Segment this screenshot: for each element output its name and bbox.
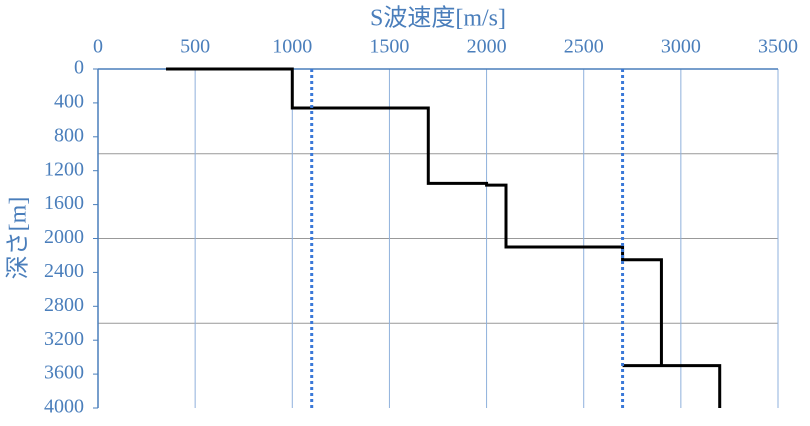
x-tick-label: 1500 bbox=[369, 36, 409, 58]
x-tick-label: 3500 bbox=[758, 36, 798, 58]
y-tick-label: 3200 bbox=[44, 328, 84, 350]
y-tick-label: 1200 bbox=[44, 158, 84, 180]
y-tick-label: 0 bbox=[74, 57, 84, 79]
y-tick-label: 400 bbox=[54, 90, 84, 112]
x-tick-label: 1000 bbox=[272, 36, 312, 58]
y-tick-label: 2800 bbox=[44, 294, 84, 316]
x-tick-label: 2500 bbox=[564, 36, 604, 58]
data-line bbox=[166, 67, 722, 408]
y-tick-label: 800 bbox=[54, 124, 84, 146]
x-tick-label: 2000 bbox=[467, 36, 507, 58]
y-tick-label: 2000 bbox=[44, 226, 84, 248]
x-axis-title: S波速度[m/s] bbox=[370, 5, 506, 32]
y-tick-label: 2400 bbox=[44, 260, 84, 282]
y-tick-label: 1600 bbox=[44, 192, 84, 214]
y-tick-label: 4000 bbox=[44, 396, 84, 418]
x-tick-label: 3000 bbox=[661, 36, 701, 58]
x-tick-label: 0 bbox=[93, 36, 103, 58]
x-tick-label: 500 bbox=[180, 36, 210, 58]
y-tick-label: 3600 bbox=[44, 362, 84, 384]
y-axis-title: 深さ[m] bbox=[5, 197, 32, 280]
